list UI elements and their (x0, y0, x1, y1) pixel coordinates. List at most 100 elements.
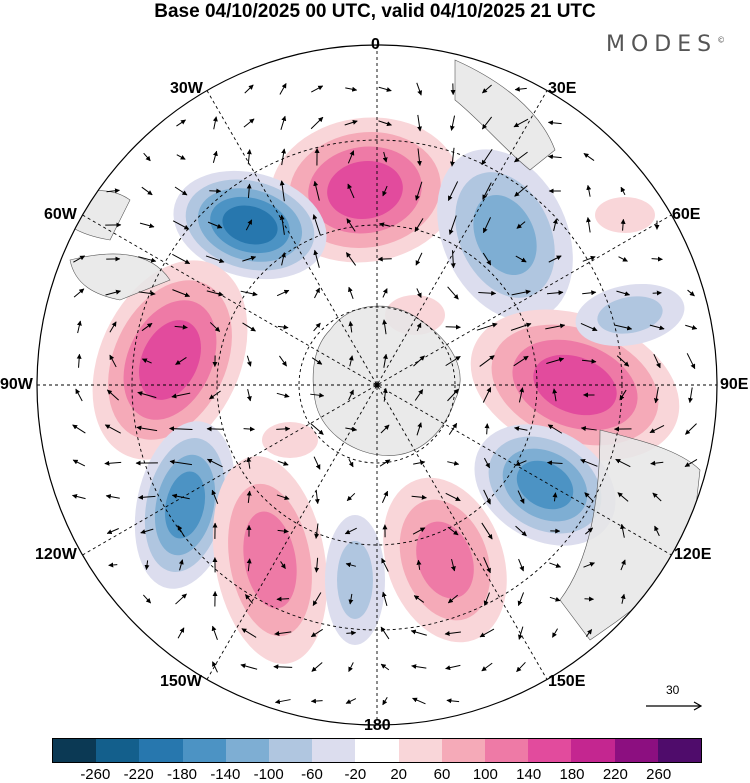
colorbar-swatch (182, 739, 226, 762)
wind-vector (620, 218, 626, 231)
colorbar-tick-label: 20 (390, 766, 407, 783)
wind-vector (685, 324, 698, 330)
wind-vector (347, 150, 355, 164)
wind-vector (476, 322, 498, 331)
wind-vector (212, 116, 218, 130)
lon-label-150e: 150E (548, 673, 586, 690)
wind-vector (616, 290, 631, 297)
wind-vector (652, 492, 662, 502)
wind-vector (310, 423, 324, 435)
wind-vector (177, 525, 185, 537)
wind-vector (211, 625, 218, 641)
wind-vector (246, 389, 252, 402)
wind-vector (413, 460, 426, 466)
wind-vector (412, 697, 426, 705)
wind-vector (142, 594, 152, 604)
wind-vector (447, 594, 459, 604)
wind-vector (379, 222, 391, 228)
wind-vector (279, 355, 287, 367)
wind-vector (277, 460, 289, 466)
wind-vector (171, 493, 190, 500)
wind-vector (246, 490, 252, 503)
wind-vectors (71, 82, 698, 706)
wind-vector (276, 494, 290, 500)
wind-vector (140, 528, 154, 534)
colorbar-tick-label: -220 (123, 766, 154, 783)
wind-vector (514, 426, 528, 432)
wind-vector (379, 459, 391, 467)
polar-map[interactable] (0, 0, 750, 735)
land-outline (559, 429, 701, 641)
wind-vector (617, 492, 629, 502)
anomaly-contour (597, 296, 663, 334)
wind-vector (75, 388, 83, 402)
wind-vector (552, 388, 558, 402)
wind-vector (414, 218, 424, 233)
wind-vector (207, 458, 223, 468)
lon-label-60w: 60W (44, 206, 77, 223)
wind-vector (447, 286, 459, 300)
wind-vector (413, 355, 425, 367)
wind-vector (279, 180, 285, 202)
wind-vector (108, 562, 118, 568)
wind-vector (478, 290, 497, 296)
anomaly-contour (222, 205, 278, 245)
wind-vector (245, 219, 253, 231)
lon-label-0: 0 (371, 36, 380, 53)
wind-vector (586, 184, 592, 197)
wind-vector (482, 252, 492, 266)
wind-vector (585, 629, 593, 637)
wind-vector (446, 698, 460, 704)
meridian-line (206, 90, 548, 680)
wind-vector (209, 390, 221, 400)
wind-vector (310, 392, 325, 398)
map-border (36, 44, 718, 726)
wind-vector (448, 422, 458, 435)
wind-vector (448, 215, 457, 235)
wind-vector (382, 151, 388, 163)
wind-vector (445, 492, 461, 502)
wind-vector (277, 324, 289, 330)
wind-vector (653, 353, 661, 369)
wind-vector (483, 457, 491, 469)
wind-vector (348, 355, 354, 367)
wind-vector (348, 286, 354, 299)
wind-vector (277, 528, 289, 534)
wind-vector (445, 664, 461, 671)
wind-vector (346, 492, 356, 502)
wind-vector (246, 456, 252, 469)
wind-vector (246, 558, 252, 572)
wind-vector (416, 559, 422, 570)
wind-vector (580, 322, 598, 332)
wind-vector (482, 217, 492, 234)
wind-vector (614, 324, 633, 331)
wind-vector (273, 664, 293, 670)
wind-vector (345, 562, 356, 568)
wind-vector (175, 593, 187, 605)
wind-vector (276, 392, 290, 398)
wind-vector (104, 460, 122, 466)
lon-label-90e: 90E (720, 376, 749, 393)
colorbar-tick-label: 100 (472, 766, 498, 783)
colorbar-swatch (139, 739, 183, 762)
wind-vector (344, 527, 357, 535)
wind-vector (207, 221, 223, 229)
wind-vector (620, 593, 626, 604)
wind-vector (686, 353, 696, 370)
wind-vector (652, 290, 662, 296)
wind-vector (583, 562, 595, 568)
anomaly-contour (262, 422, 318, 458)
wind-vector (414, 389, 424, 401)
wind-vector (382, 319, 388, 335)
colorbar (52, 738, 702, 763)
map-title: Base 04/10/2025 00 UTC, valid 04/10/2025… (154, 1, 596, 22)
wind-vector (513, 355, 529, 367)
wind-vector (105, 289, 121, 296)
wind-vector (171, 392, 191, 399)
wind-vector (518, 626, 524, 640)
wind-vector (141, 358, 152, 364)
wind-vector (212, 661, 218, 673)
wind-vector (345, 698, 357, 704)
wind-vector (381, 490, 389, 503)
wind-vector (510, 322, 532, 331)
